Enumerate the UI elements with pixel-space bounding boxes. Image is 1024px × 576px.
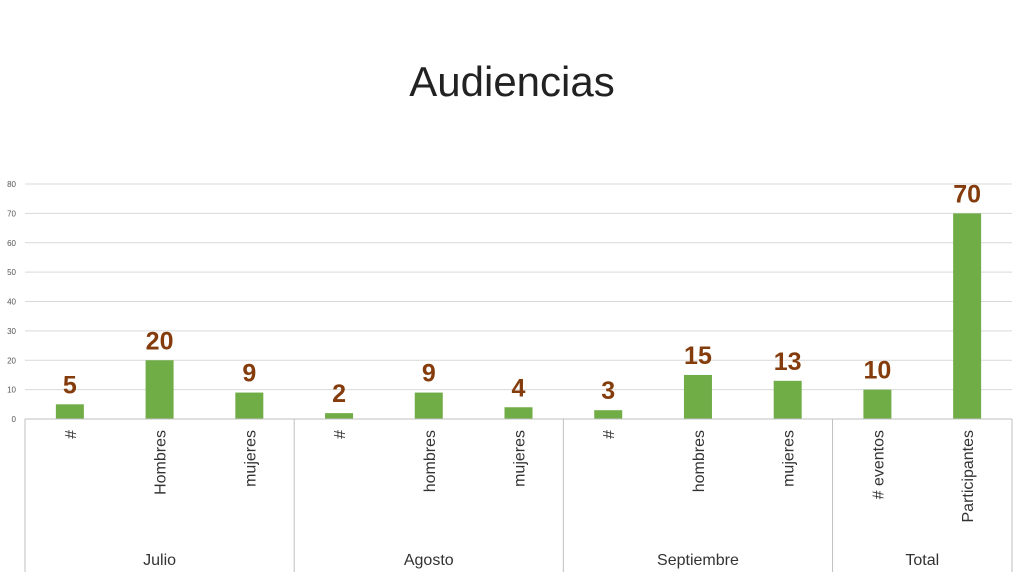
- y-tick-label: 20: [7, 356, 16, 365]
- data-label: 9: [242, 360, 256, 388]
- bar: [145, 360, 174, 419]
- y-tick-label: 70: [7, 209, 16, 218]
- group-label: Julio: [143, 552, 176, 569]
- y-tick-label: 30: [7, 327, 16, 336]
- data-label: 70: [953, 180, 981, 208]
- category-label: #: [332, 430, 349, 439]
- data-label: 10: [864, 357, 892, 385]
- data-label: 3: [601, 377, 615, 405]
- chart-title: Audiencias: [409, 58, 615, 105]
- data-label: 4: [512, 374, 526, 402]
- data-label: 9: [422, 360, 436, 388]
- category-label: #: [601, 430, 618, 439]
- category-label: hombres: [691, 430, 708, 492]
- bar: [683, 374, 712, 419]
- category-label: mujeres: [781, 430, 798, 487]
- group-label: Agosto: [404, 552, 454, 569]
- bar: [953, 213, 982, 419]
- data-label: 15: [684, 342, 712, 370]
- data-label: 2: [332, 380, 346, 408]
- category-label: mujeres: [242, 430, 259, 487]
- bar: [414, 392, 443, 419]
- y-tick-label: 40: [7, 298, 16, 307]
- data-label: 5: [63, 371, 77, 399]
- y-tick-label: 80: [7, 180, 16, 189]
- category-label: # eventos: [870, 430, 887, 499]
- bar: [594, 410, 623, 419]
- y-tick-label: 0: [12, 415, 17, 424]
- bar: [325, 413, 354, 419]
- bar: [504, 407, 533, 419]
- y-tick-label: 10: [7, 386, 16, 395]
- y-tick-label: 60: [7, 239, 16, 248]
- category-label: Hombres: [153, 430, 170, 495]
- category-label: #: [63, 430, 80, 439]
- bar: [773, 380, 802, 419]
- data-label: 20: [146, 327, 174, 355]
- category-label: Participantes: [960, 430, 977, 523]
- bar: [863, 389, 892, 419]
- bar: [55, 404, 84, 419]
- category-label: mujeres: [512, 430, 529, 487]
- group-label: Septiembre: [657, 552, 739, 569]
- data-label: 13: [774, 348, 802, 376]
- group-label: Total: [905, 552, 939, 569]
- category-label: hombres: [422, 430, 439, 492]
- bar: [235, 392, 264, 419]
- y-tick-label: 50: [7, 268, 16, 277]
